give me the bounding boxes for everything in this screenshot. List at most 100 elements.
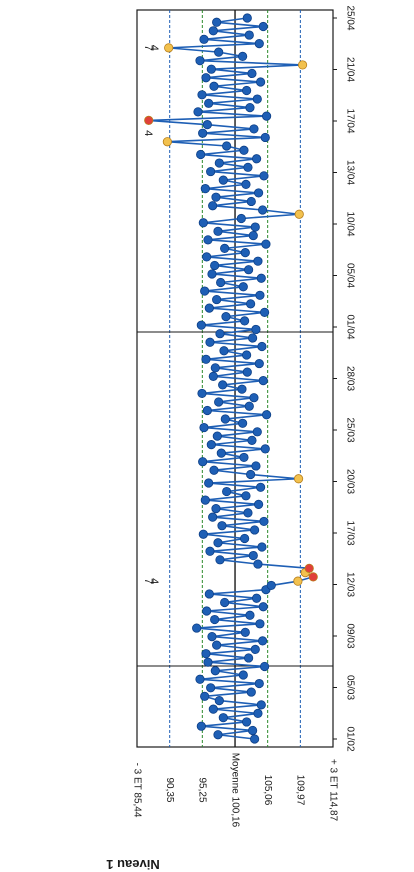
series-segment (217, 226, 256, 233)
x-tick-label: 09/03 (344, 623, 355, 648)
data-point (213, 730, 223, 740)
series-segment (148, 115, 267, 122)
series-segment (221, 524, 255, 531)
data-point (244, 30, 254, 40)
series-segment (197, 111, 267, 117)
series-segment (201, 392, 255, 399)
series-segment (224, 601, 264, 608)
data-point (260, 307, 270, 317)
data-point (212, 17, 222, 27)
data-point (195, 56, 205, 66)
x-tick-label: 21/04 (344, 57, 355, 82)
data-point (256, 700, 266, 710)
data-point (202, 252, 212, 262)
series-segment (215, 669, 244, 676)
data-point (249, 124, 259, 134)
y-limit-label: + 3 ET 114,87 (327, 759, 338, 822)
series-segment (250, 473, 299, 480)
data-point (201, 73, 211, 83)
data-point (198, 128, 208, 138)
series-segment (204, 691, 252, 698)
series-segment (219, 554, 254, 561)
series-segment (213, 30, 250, 36)
data-point (196, 320, 206, 330)
data-point (214, 158, 224, 168)
series-segment (201, 320, 245, 326)
data-point (198, 457, 208, 467)
data-point (144, 115, 154, 125)
series-segment (207, 234, 254, 241)
series-segment (207, 657, 249, 664)
data-point (247, 435, 257, 445)
data-point (294, 209, 304, 219)
data-point (238, 51, 248, 61)
data-point (203, 235, 213, 245)
series-segment (213, 465, 257, 472)
series-segment (214, 614, 251, 621)
series-segment (215, 362, 260, 369)
data-point (248, 725, 258, 736)
data-point (260, 661, 270, 672)
series-segment (202, 460, 257, 467)
data-point (199, 422, 209, 433)
data-point (210, 614, 220, 625)
x-tick-labels: 01/02 05/03 09/03 12/03 17/03 20/03 25/03 28/03… (333, 5, 355, 752)
series-segment (210, 687, 252, 693)
series-segment (215, 507, 249, 514)
data-point (198, 218, 208, 228)
series-segment (168, 42, 260, 49)
data-point (236, 213, 246, 224)
series-segment (205, 499, 259, 506)
x-tick-label: 17/04 (344, 108, 355, 133)
series-segment (209, 341, 263, 348)
series-segment (205, 72, 253, 79)
data-point (200, 184, 210, 194)
data-point (218, 380, 228, 390)
data-point (193, 107, 203, 117)
data-point (253, 256, 263, 266)
series-segment (206, 256, 259, 262)
data-point (222, 141, 232, 151)
data-point (218, 175, 228, 185)
data-point (216, 277, 226, 288)
series-segment (215, 367, 248, 373)
x-tick-label: 10/04 (344, 211, 355, 236)
series-segment (203, 34, 250, 41)
data-point (203, 657, 213, 667)
data-point (204, 303, 214, 313)
series-segment (205, 187, 259, 194)
y-limit-labels: + 3 ET 114,87 109,97 105,06 Moyenne 100,16 9… (131, 753, 338, 828)
data-point (207, 269, 217, 279)
series-segment (201, 324, 257, 331)
data-point (245, 610, 255, 620)
series-segment (219, 157, 257, 164)
data-point (196, 149, 206, 160)
series-segment (221, 520, 265, 527)
series-segment (204, 290, 261, 297)
data-point (205, 337, 215, 347)
data-point (204, 478, 214, 488)
data-point (248, 550, 258, 561)
data-point (242, 85, 252, 96)
data-point (164, 43, 174, 53)
series-segment (215, 196, 252, 203)
data-point (195, 674, 205, 684)
series-segment (202, 132, 266, 139)
data-point (240, 316, 250, 326)
data-point (297, 60, 308, 70)
series-segment (226, 486, 261, 493)
data-point (245, 102, 255, 113)
data-point (192, 623, 202, 633)
rule-mark: 4 (148, 45, 160, 51)
series-segment (211, 439, 253, 446)
series-segment (201, 388, 243, 395)
data-point (255, 290, 265, 300)
series-segment (219, 162, 249, 169)
data-point (256, 273, 266, 283)
data-point (217, 521, 227, 531)
data-point (262, 410, 272, 420)
series-segment (213, 469, 251, 476)
data-point (214, 47, 224, 57)
x-tick-label: 05/03 (344, 675, 355, 700)
